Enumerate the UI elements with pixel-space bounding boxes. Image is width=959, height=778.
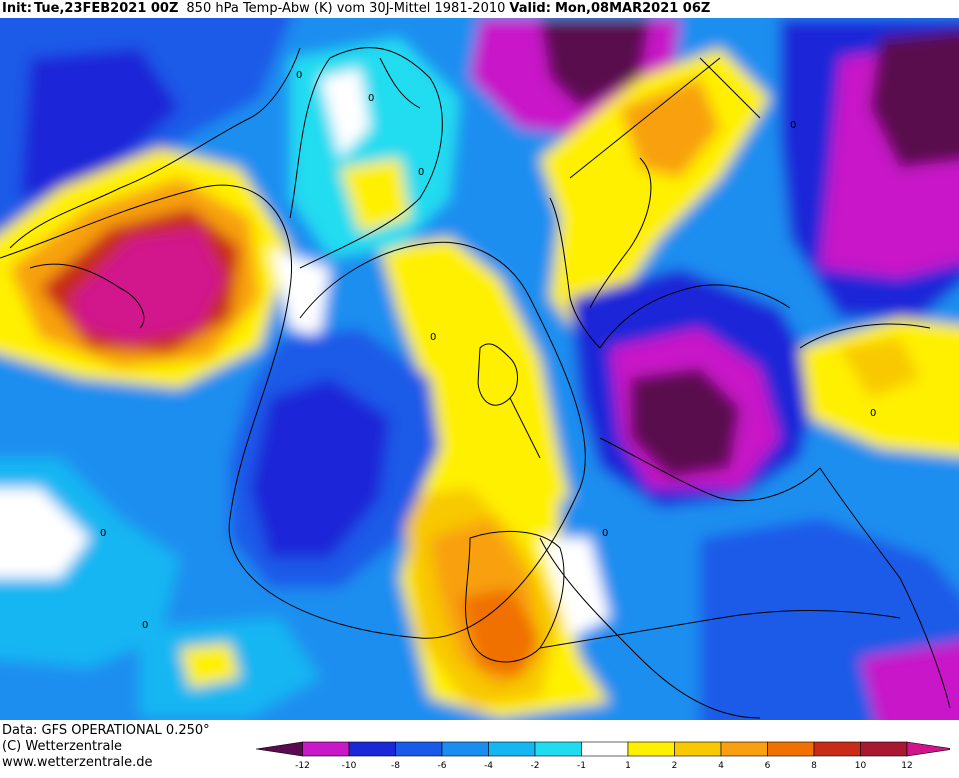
colorbar-segment — [441, 741, 489, 757]
colorbar-segment — [906, 741, 950, 757]
contour-label: 0 — [602, 528, 608, 539]
colorbar-segment — [581, 741, 629, 757]
colorbar-segment — [674, 741, 722, 757]
colorbar-segment — [302, 741, 350, 757]
temperature-anomaly-map: 0 0 0 0 0 0 0 0 0 — [0, 18, 959, 720]
colorbar-tick-label: -6 — [438, 761, 447, 771]
colorbar-tick-label: -4 — [484, 761, 493, 771]
contour-label: 0 — [870, 408, 876, 419]
field-description: 850 hPa Temp-Abw (K) vom 30J-Mittel 1981… — [186, 1, 506, 16]
colorbar-tick-label: 6 — [765, 761, 771, 771]
colorbar-tick-label: 12 — [901, 761, 912, 771]
colorbar-segment — [255, 741, 303, 757]
zero-contour — [0, 57, 931, 719]
copyright-label: (C) Wetterzentrale — [2, 739, 123, 754]
coastlines — [9, 47, 951, 709]
valid-label: Valid: — [509, 1, 551, 16]
colorbar-segment — [395, 741, 443, 757]
contour-label: 0 — [296, 70, 302, 81]
colorbar-segment — [627, 741, 675, 757]
contour-label: 0 — [368, 93, 374, 104]
valid-value: Mon,08MAR2021 06Z — [554, 1, 711, 16]
website-label: www.wetterzentrale.de — [2, 755, 153, 770]
contour-label: 0 — [418, 167, 424, 178]
contour-label: 0 — [100, 528, 106, 539]
init-label: Init: — [2, 1, 32, 16]
colorbar-segment — [767, 741, 815, 757]
contour-label: 0 — [790, 120, 796, 131]
colorbar-tick-label: 8 — [811, 761, 817, 771]
colorbar-tick-label: 10 — [855, 761, 867, 771]
colorbar-segment — [534, 741, 582, 757]
colorbar-segment — [488, 741, 536, 757]
colorbar-tick-label: -1 — [577, 761, 586, 771]
map-footer: Data: GFS OPERATIONAL 0.250° (C) Wetterz… — [0, 720, 959, 778]
colorbar-segment — [720, 741, 768, 757]
contour-label: 0 — [142, 620, 148, 631]
init-value: Tue,23FEB2021 00Z — [33, 1, 179, 16]
colorbar-tick-label: -8 — [391, 761, 400, 771]
colorbar-tick-label: 1 — [625, 761, 631, 771]
colorbar-tick-label: 4 — [718, 761, 724, 771]
map-canvas: 0 0 0 0 0 0 0 0 0 — [0, 18, 959, 720]
colorbar-legend: -12 -10 -8 -6 -4 -2 -1 1 2 4 6 8 10 12 — [255, 741, 950, 771]
colorbar-tick-label: -12 — [295, 761, 310, 771]
contour-label: 0 — [430, 332, 436, 343]
colorbar-segment — [813, 741, 861, 757]
anomaly-field — [0, 18, 959, 720]
colorbar-segment — [348, 741, 396, 757]
colorbar-segment — [860, 741, 908, 757]
colorbar-tick-label: -10 — [342, 761, 357, 771]
data-source-label: Data: GFS OPERATIONAL 0.250° — [2, 723, 210, 738]
colorbar-tick-label: 2 — [672, 761, 678, 771]
colorbar-tick-label: -2 — [531, 761, 540, 771]
map-header: Init: Tue,23FEB2021 00Z 850 hPa Temp-Abw… — [0, 0, 959, 18]
